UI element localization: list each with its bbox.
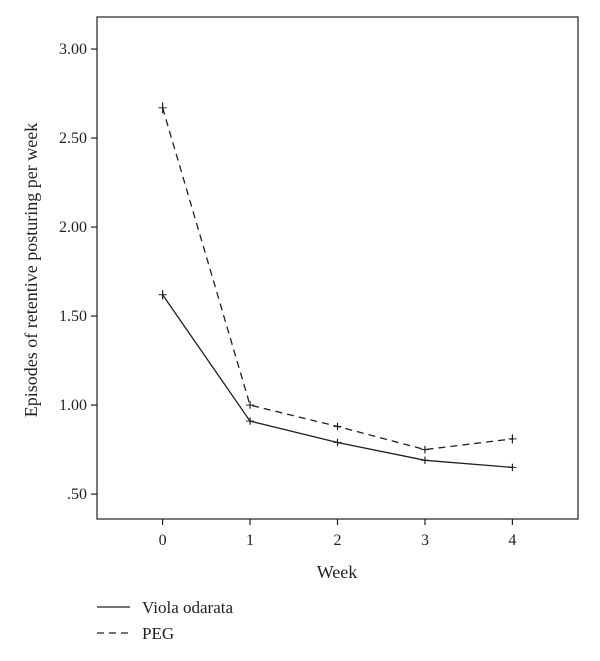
y-tick-label: 2.50	[59, 130, 87, 147]
x-tick-label: 0	[159, 532, 167, 549]
y-axis-title: Episodes of retentive posturing per week	[21, 123, 41, 417]
y-tick-label: 2.00	[59, 219, 87, 236]
legend-label-viola-odarata: Viola odarata	[142, 598, 233, 617]
data-point	[161, 106, 164, 109]
ticks: .50 1.00 1.50 2.00 2.50 3.00 0 1 2 3 4	[59, 41, 516, 549]
y-tick-label: 1.50	[59, 308, 87, 325]
data-point	[511, 466, 514, 469]
data-point	[424, 459, 426, 462]
data-point	[511, 438, 514, 440]
data-point	[336, 441, 339, 444]
series-line-peg	[161, 107, 513, 451]
y-tick-label: 3.00	[59, 41, 87, 58]
series-peg	[158, 102, 517, 454]
data-series	[158, 102, 517, 472]
y-tick-label: .50	[67, 486, 87, 503]
legend: Viola odarata PEG	[97, 598, 233, 643]
x-tick-label: 2	[334, 532, 342, 549]
data-point	[161, 293, 164, 296]
data-point	[249, 404, 251, 406]
data-point	[424, 448, 426, 451]
x-tick-label: 1	[246, 532, 254, 549]
data-point	[336, 425, 339, 428]
legend-label-peg: PEG	[142, 624, 174, 643]
y-tick-label: 1.00	[59, 397, 87, 414]
x-axis-title: Week	[317, 562, 358, 582]
x-tick-label: 4	[508, 532, 516, 549]
x-tick-label: 3	[421, 532, 429, 549]
series-viola-odarata	[158, 290, 517, 472]
data-point	[249, 420, 251, 422]
